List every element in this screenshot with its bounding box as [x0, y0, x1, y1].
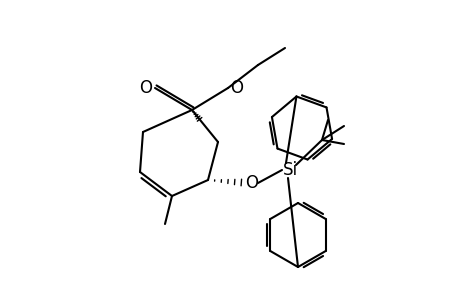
Text: O: O [245, 174, 258, 192]
Text: O: O [139, 79, 152, 97]
Text: O: O [230, 79, 243, 97]
Text: Si: Si [282, 161, 297, 179]
